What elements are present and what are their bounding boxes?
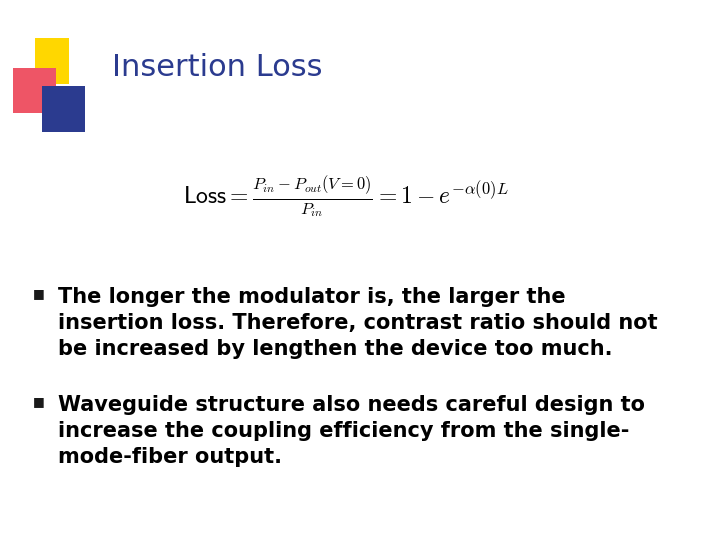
Text: $\mathsf{Loss} = \frac{P_{in} - P_{out}(V=0)}{P_{in}} = 1 - e^{-\alpha(0)L}$: $\mathsf{Loss} = \frac{P_{in} - P_{out}(… xyxy=(183,174,508,220)
Text: Insertion Loss: Insertion Loss xyxy=(112,53,322,82)
Bar xyxy=(42,86,85,132)
Bar xyxy=(13,68,56,113)
Text: ■: ■ xyxy=(32,395,44,408)
Text: ■: ■ xyxy=(32,287,44,300)
Bar xyxy=(35,38,69,84)
Text: Waveguide structure also needs careful design to
increase the coupling efficienc: Waveguide structure also needs careful d… xyxy=(58,395,644,468)
Text: The longer the modulator is, the larger the
insertion loss. Therefore, contrast : The longer the modulator is, the larger … xyxy=(58,287,657,360)
